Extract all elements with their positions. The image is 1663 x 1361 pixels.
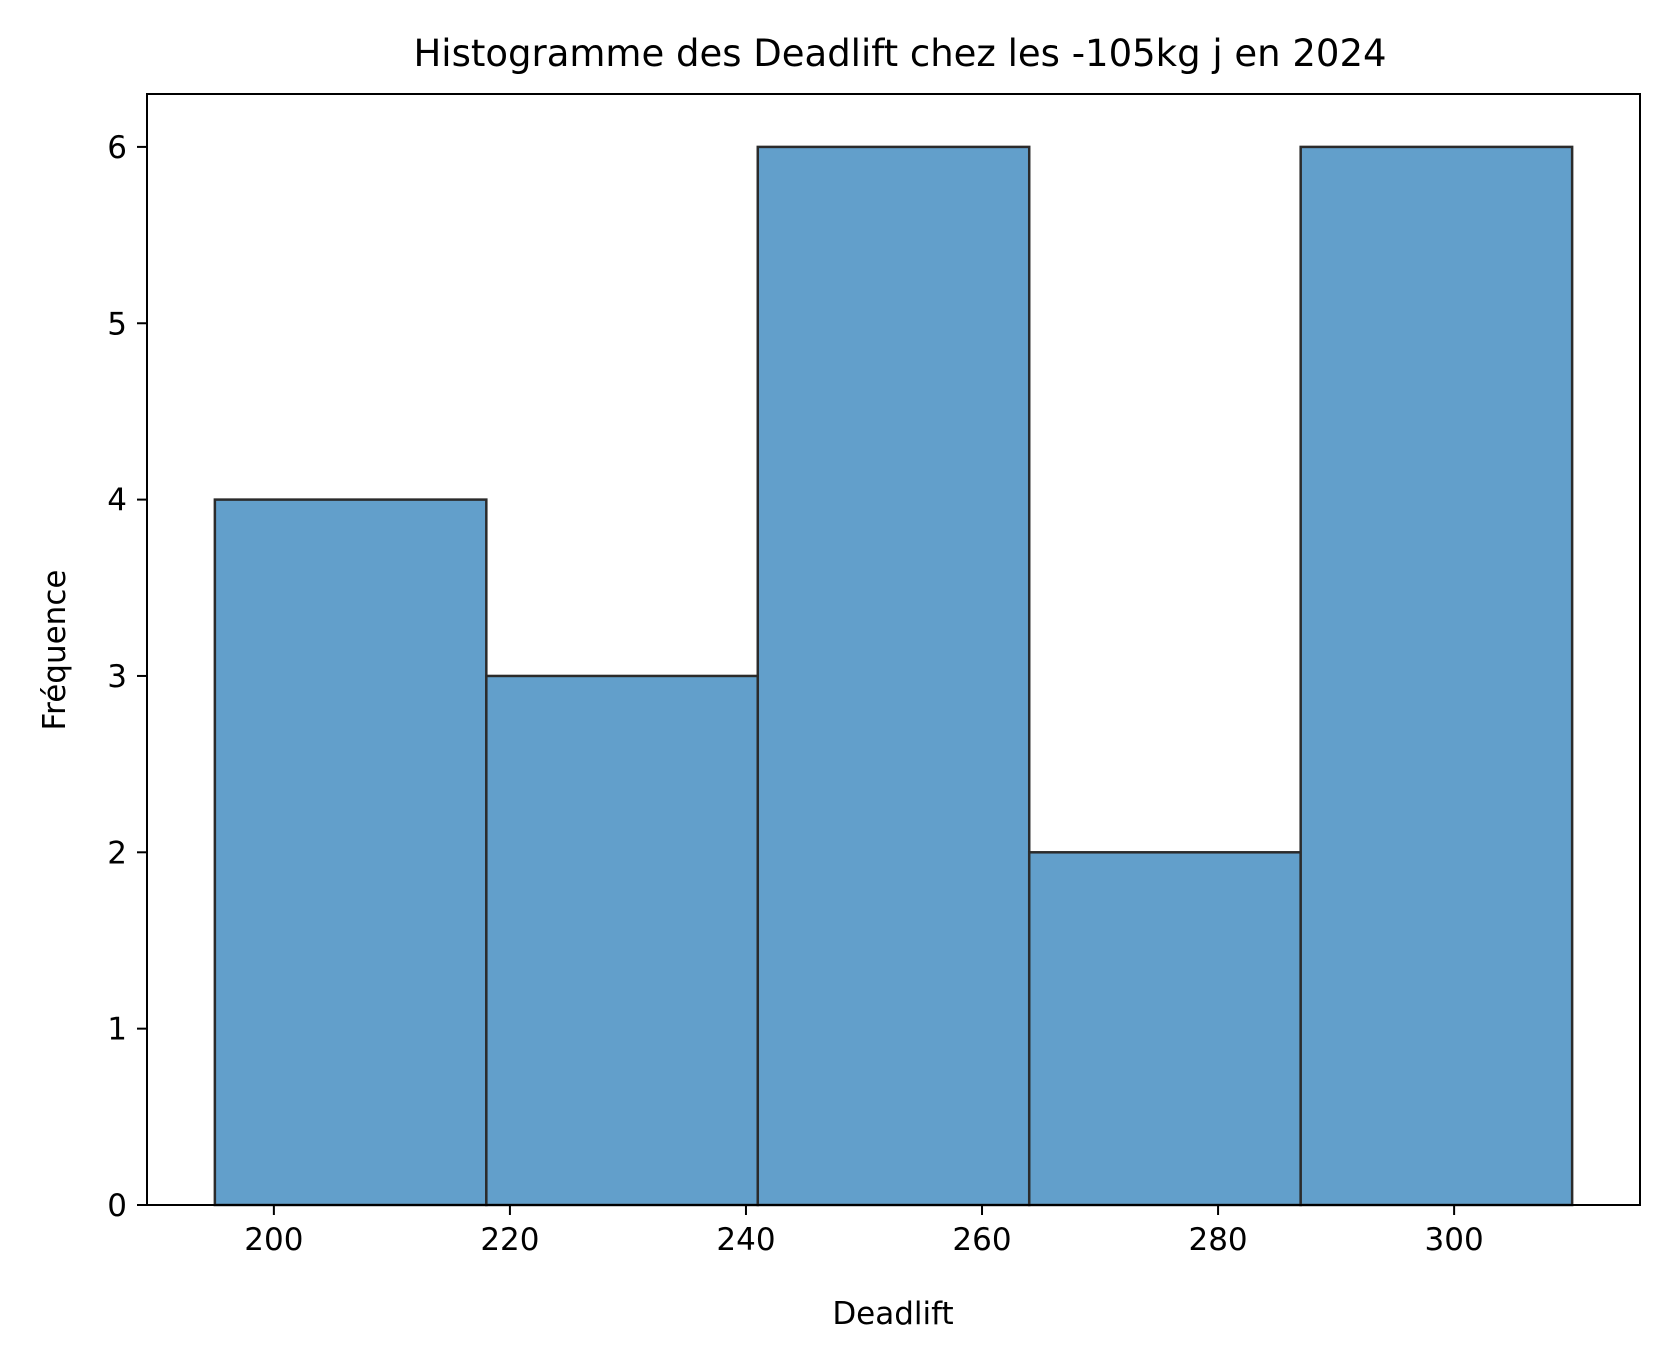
plot-frame [146,93,1641,1206]
x-tick-label: 300 [1425,1222,1484,1258]
y-tick-label: 2 [107,835,127,871]
x-tick-label: 240 [716,1222,775,1258]
histogram-bar [756,145,1031,1207]
histogram-bar [1299,145,1574,1207]
x-tick-label: 200 [244,1222,303,1258]
x-tick-label: 220 [480,1222,539,1258]
x-axis-label: Deadlift [832,1296,953,1332]
histogram-bar [485,674,760,1207]
histogram-bar [1027,851,1302,1207]
y-tick-label: 5 [107,306,127,342]
y-tick-label: 6 [107,130,127,166]
chart-title: Histogramme des Deadlift chez les -105kg… [413,32,1386,75]
bars-group [213,145,1574,1207]
y-axis-ticks: 0 1 2 3 4 5 6 [107,130,147,1224]
y-tick-label: 1 [107,1012,127,1048]
histogram-bar [213,498,488,1207]
x-axis-ticks: 200 220 240 260 280 300 [244,1205,1484,1258]
x-tick-label: 280 [1188,1222,1247,1258]
y-tick-label: 3 [107,659,127,695]
y-tick-label: 0 [107,1188,127,1224]
y-tick-label: 4 [107,483,127,519]
y-axis-label: Fréquence [37,570,73,731]
x-tick-label: 260 [952,1222,1011,1258]
